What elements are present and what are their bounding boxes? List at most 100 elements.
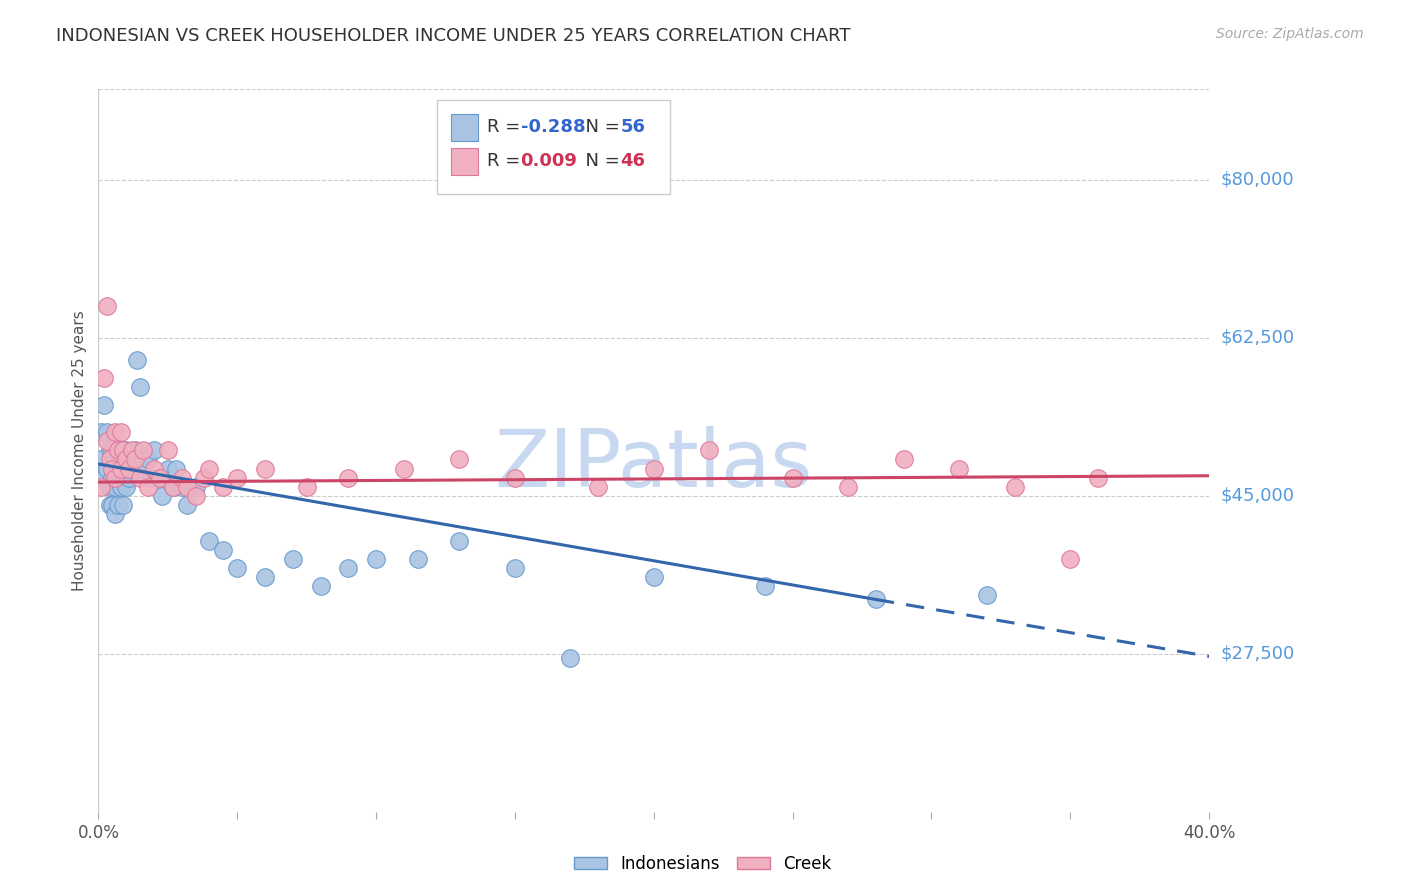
Point — [337, 561, 360, 575]
Point — [560, 651, 582, 665]
Text: R =: R = — [488, 119, 526, 136]
Point — [96, 425, 118, 440]
Point — [107, 498, 129, 512]
Point — [138, 452, 160, 467]
Point — [141, 470, 163, 484]
Point — [104, 507, 127, 521]
Point — [366, 551, 388, 566]
Point — [1059, 551, 1081, 566]
Point — [112, 461, 135, 475]
Point — [170, 480, 193, 494]
Point — [148, 470, 170, 484]
Point — [93, 398, 115, 412]
FancyBboxPatch shape — [437, 100, 671, 194]
FancyBboxPatch shape — [450, 148, 478, 175]
Point — [976, 588, 998, 602]
Text: 0.009: 0.009 — [520, 153, 578, 170]
Point — [170, 470, 193, 484]
Point — [115, 443, 138, 458]
Point — [184, 480, 207, 494]
Point — [98, 480, 121, 494]
Point — [295, 480, 318, 494]
Point — [110, 425, 132, 440]
Point — [104, 452, 127, 467]
Text: 46: 46 — [620, 153, 645, 170]
Point — [98, 452, 121, 467]
Point — [253, 570, 276, 584]
Point — [143, 461, 166, 475]
Y-axis label: Householder Income Under 25 years: Householder Income Under 25 years — [72, 310, 87, 591]
Point — [96, 461, 118, 475]
Point — [148, 470, 170, 484]
Point — [309, 579, 332, 593]
Point — [226, 470, 249, 484]
Point — [132, 461, 155, 475]
Text: $27,500: $27,500 — [1220, 645, 1295, 663]
Point — [104, 470, 127, 484]
Point — [782, 470, 804, 484]
Point — [1004, 480, 1026, 494]
Text: $45,000: $45,000 — [1220, 487, 1295, 505]
Point — [96, 434, 118, 449]
Point — [212, 542, 235, 557]
Point — [118, 470, 141, 484]
Point — [121, 443, 143, 458]
Point — [643, 461, 665, 475]
Text: N =: N = — [574, 153, 626, 170]
Point — [449, 452, 471, 467]
Point — [121, 461, 143, 475]
Point — [503, 470, 526, 484]
Point — [281, 551, 304, 566]
Point — [406, 551, 429, 566]
Point — [162, 480, 184, 494]
Point — [101, 470, 124, 484]
FancyBboxPatch shape — [450, 114, 478, 141]
Point — [184, 489, 207, 503]
Point — [193, 470, 215, 484]
Point — [893, 452, 915, 467]
Point — [110, 461, 132, 475]
Point — [176, 480, 198, 494]
Point — [110, 480, 132, 494]
Point — [104, 480, 127, 494]
Text: Source: ZipAtlas.com: Source: ZipAtlas.com — [1216, 27, 1364, 41]
Point — [96, 299, 118, 313]
Point — [129, 470, 152, 484]
Point — [110, 443, 132, 458]
Point — [101, 443, 124, 458]
Point — [837, 480, 859, 494]
Text: ZIPatlas: ZIPatlas — [495, 425, 813, 504]
Point — [107, 443, 129, 458]
Text: 56: 56 — [620, 119, 645, 136]
Point — [226, 561, 249, 575]
Point — [129, 380, 152, 394]
Point — [132, 443, 155, 458]
Text: INDONESIAN VS CREEK HOUSEHOLDER INCOME UNDER 25 YEARS CORRELATION CHART: INDONESIAN VS CREEK HOUSEHOLDER INCOME U… — [56, 27, 851, 45]
Point — [150, 489, 173, 503]
Point — [98, 498, 121, 512]
Point — [156, 461, 179, 475]
Point — [107, 461, 129, 475]
Text: $80,000: $80,000 — [1220, 170, 1294, 188]
Point — [143, 443, 166, 458]
Point — [754, 579, 776, 593]
Point — [124, 443, 146, 458]
Point — [104, 425, 127, 440]
Point — [101, 461, 124, 475]
Point — [124, 452, 146, 467]
Point — [127, 353, 149, 368]
Point — [118, 461, 141, 475]
Point — [699, 443, 721, 458]
Point — [449, 533, 471, 548]
Point — [588, 480, 610, 494]
Point — [165, 461, 187, 475]
Point — [90, 425, 112, 440]
Text: -0.288: -0.288 — [520, 119, 585, 136]
Text: $62,500: $62,500 — [1220, 328, 1295, 347]
Text: R =: R = — [488, 153, 526, 170]
Point — [115, 480, 138, 494]
Point — [198, 533, 221, 548]
Point — [643, 570, 665, 584]
Point — [948, 461, 970, 475]
Point — [156, 443, 179, 458]
